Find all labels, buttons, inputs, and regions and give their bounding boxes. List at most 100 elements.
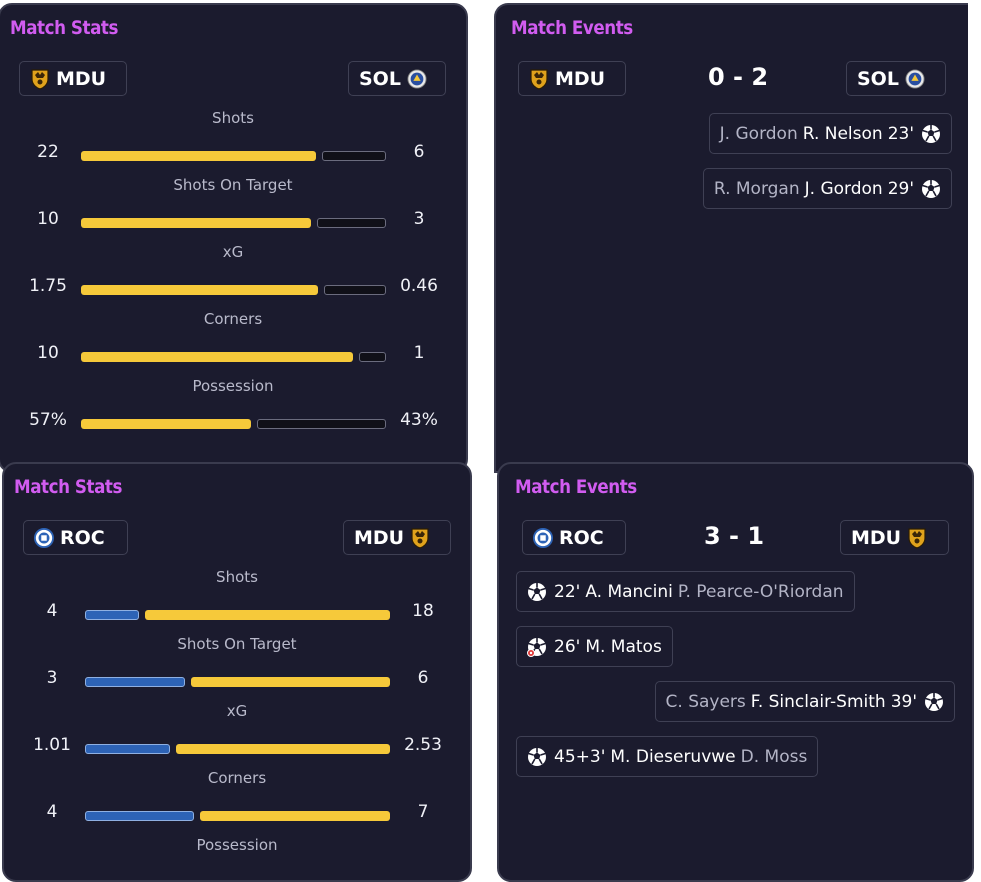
stat-home-bar [85, 610, 140, 620]
mdu-crest-icon [529, 68, 549, 90]
stat-home-value: 10 [37, 209, 59, 229]
away-team-code: MDU [851, 526, 902, 549]
match-events-panel-2: Match Events ROC 3 - 1 MDU 22' A. Mancin… [497, 462, 974, 882]
home-team-code: ROC [60, 526, 105, 549]
stat-away-bar [199, 811, 390, 821]
home-team-badge[interactable]: ROC [522, 520, 626, 555]
event-item[interactable]: R. Morgan J. Gordon 29' [702, 168, 952, 209]
away-team-code: SOL [359, 67, 401, 90]
stat-label: Possession [192, 377, 274, 395]
stat-label: Possession [196, 836, 278, 854]
event-minute: 45+3' [554, 746, 606, 767]
home-team-code: MDU [555, 67, 606, 90]
away-team-badge[interactable]: MDU [343, 520, 451, 555]
stat-label: Corners [203, 310, 263, 328]
stat-away-bar [257, 419, 386, 429]
stat-home-bar [85, 811, 194, 821]
stat-home-value: 4 [46, 802, 58, 822]
stat-away-value: 0.46 [400, 276, 438, 296]
roc-crest-icon [533, 527, 553, 549]
away-team-code: MDU [354, 526, 405, 549]
away-team-badge[interactable]: MDU [840, 520, 949, 555]
stat-home-value: 4 [46, 601, 58, 621]
event-minute: 26' [554, 636, 581, 657]
stat-away-value: 6 [413, 142, 425, 162]
stat-away-value: 18 [412, 601, 434, 621]
home-team-badge[interactable]: ROC [23, 520, 128, 555]
match-stats-panel-1: Match Stats MDU SOL Shots 22 6 Shots On Tar… [0, 3, 468, 473]
stat-home-bar [81, 419, 252, 429]
event-item[interactable]: 45+3' M. Dieseruvwe D. Moss [516, 736, 819, 777]
event-scorer: J. Gordon [804, 178, 883, 199]
event-minute: 22' [554, 581, 581, 602]
home-team-badge[interactable]: MDU [19, 61, 127, 96]
event-assist: P. Pearce-O'Riordan [677, 581, 844, 602]
panel-title: Match Events [511, 17, 633, 39]
event-item[interactable]: 26' M. Matos [516, 626, 673, 667]
mdu-crest-icon [410, 527, 430, 549]
stat-home-value: 1.75 [29, 276, 67, 296]
mdu-crest-icon [907, 527, 927, 549]
stat-label: xG [222, 243, 244, 261]
stat-home-value: 3 [46, 668, 58, 688]
event-scorer: R. Nelson [802, 123, 883, 144]
stat-label: xG [226, 702, 248, 720]
event-minute: 23' [887, 123, 914, 144]
stat-label: Corners [207, 769, 267, 787]
stat-home-bar [85, 677, 185, 687]
stat-label: Shots [216, 568, 258, 586]
event-item[interactable]: 22' A. Mancini P. Pearce-O'Riordan [516, 571, 855, 612]
event-item[interactable]: C. Sayers F. Sinclair-Smith 39' [654, 681, 955, 722]
stat-home-value: 1.01 [33, 735, 71, 755]
roc-crest-icon [34, 527, 54, 549]
stat-away-bar [323, 285, 386, 295]
stat-home-bar [81, 285, 318, 295]
stat-label: Shots On Target [173, 176, 293, 194]
goal-ball-icon [527, 747, 547, 767]
stat-away-value: 7 [417, 802, 429, 822]
stat-home-bar [85, 744, 171, 754]
stat-home-value: 57% [29, 410, 67, 430]
sol-crest-icon [905, 68, 925, 90]
goal-ball-icon [921, 179, 941, 199]
panel-title: Match Stats [14, 476, 122, 498]
stat-away-value: 2.53 [404, 735, 442, 755]
stat-away-bar [190, 677, 390, 687]
stat-away-bar [322, 151, 386, 161]
event-assist: C. Sayers [665, 691, 746, 712]
event-minute: 39' [890, 691, 917, 712]
penalty-goal-icon [527, 637, 547, 657]
panel-title: Match Stats [10, 17, 118, 39]
goal-ball-icon [924, 692, 944, 712]
event-assist: R. Morgan [713, 178, 800, 199]
event-scorer: F. Sinclair-Smith [750, 691, 886, 712]
stat-away-value: 1 [413, 343, 425, 363]
goal-ball-icon [921, 124, 941, 144]
match-events-panel-1: Match Events MDU 0 - 2 SOL J. Gordon R. … [494, 3, 968, 473]
stat-label: Shots [212, 109, 254, 127]
stat-away-bar [176, 744, 390, 754]
event-scorer: M. Matos [585, 636, 662, 657]
stat-home-value: 22 [37, 142, 59, 162]
match-score: 0 - 2 [707, 63, 769, 91]
event-minute: 29' [887, 178, 914, 199]
home-team-code: ROC [559, 526, 604, 549]
event-item[interactable]: J. Gordon R. Nelson 23' [708, 113, 952, 154]
away-team-code: SOL [857, 67, 899, 90]
stat-away-bar [316, 218, 386, 228]
stat-home-bar [81, 352, 353, 362]
event-scorer: A. Mancini [585, 581, 673, 602]
away-team-badge[interactable]: SOL [846, 61, 946, 96]
match-score: 3 - 1 [703, 522, 765, 550]
stat-label: Shots On Target [177, 635, 297, 653]
home-team-badge[interactable]: MDU [518, 61, 626, 96]
stat-away-value: 43% [400, 410, 438, 430]
event-assist: D. Moss [740, 746, 808, 767]
home-team-code: MDU [56, 67, 107, 90]
stat-away-value: 6 [417, 668, 429, 688]
stat-away-bar [145, 610, 390, 620]
match-stats-panel-2: Match Stats ROC MDU Shots 4 18 Shots On Tar… [2, 462, 472, 882]
stat-home-bar [81, 151, 316, 161]
stat-home-value: 10 [37, 343, 59, 363]
away-team-badge[interactable]: SOL [348, 61, 446, 96]
